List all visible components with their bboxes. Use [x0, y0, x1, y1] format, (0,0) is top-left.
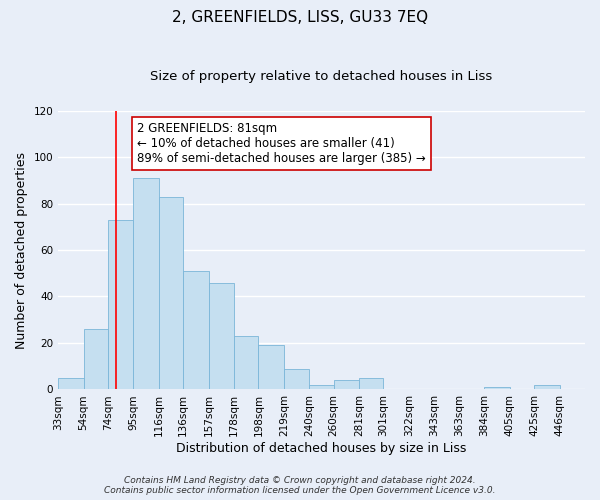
- Bar: [159, 196, 183, 390]
- Bar: [310, 385, 334, 390]
- Text: 2, GREENFIELDS, LISS, GU33 7EQ: 2, GREENFIELDS, LISS, GU33 7EQ: [172, 10, 428, 25]
- Bar: [133, 178, 159, 390]
- Bar: [259, 346, 284, 390]
- Text: Contains HM Land Registry data © Crown copyright and database right 2024.
Contai: Contains HM Land Registry data © Crown c…: [104, 476, 496, 495]
- Bar: [58, 378, 83, 390]
- Y-axis label: Number of detached properties: Number of detached properties: [15, 152, 28, 348]
- X-axis label: Distribution of detached houses by size in Liss: Distribution of detached houses by size …: [176, 442, 467, 455]
- Bar: [83, 329, 108, 390]
- Bar: [284, 368, 310, 390]
- Title: Size of property relative to detached houses in Liss: Size of property relative to detached ho…: [151, 70, 493, 83]
- Bar: [209, 282, 234, 390]
- Bar: [534, 385, 560, 390]
- Bar: [108, 220, 133, 390]
- Bar: [334, 380, 359, 390]
- Bar: [183, 271, 209, 390]
- Bar: [234, 336, 259, 390]
- Bar: [359, 378, 383, 390]
- Text: 2 GREENFIELDS: 81sqm
← 10% of detached houses are smaller (41)
89% of semi-detac: 2 GREENFIELDS: 81sqm ← 10% of detached h…: [137, 122, 426, 165]
- Bar: [484, 387, 510, 390]
